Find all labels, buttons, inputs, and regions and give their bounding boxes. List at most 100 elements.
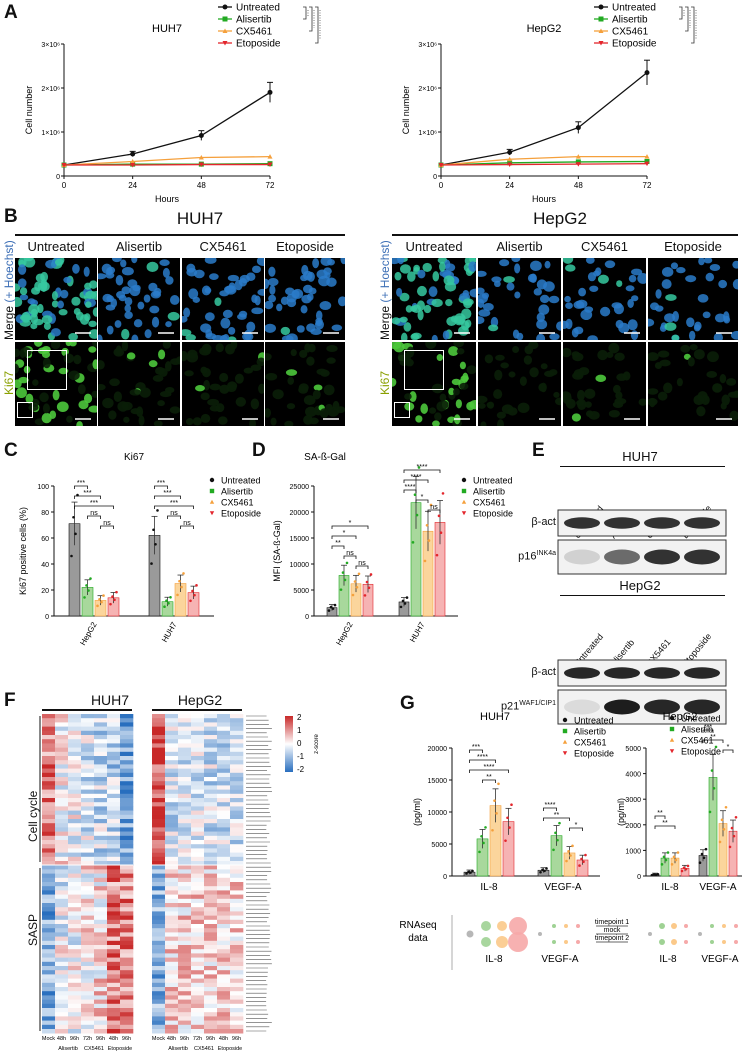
heatmap-cell: [191, 840, 205, 845]
heatmap-cell: [42, 898, 56, 904]
heatmap-cell: [94, 819, 108, 824]
heatmap-cell: [120, 802, 134, 807]
heatmap-cell: [68, 747, 82, 753]
panel-a-huh7-legend-marker: [222, 41, 228, 46]
heatmap-cell: [204, 793, 218, 799]
heatmap-cell: [68, 760, 82, 765]
heatmap-cell: [81, 714, 95, 719]
panel-h-data-point: [710, 769, 714, 772]
heatmap-cell: [165, 949, 179, 954]
heatmap-cell: [120, 890, 134, 895]
heatmap-cell: [107, 1012, 121, 1017]
heatmap-cell: [55, 903, 69, 908]
panel-f-scale-tick: 2: [297, 713, 302, 722]
heatmap-cell: [107, 911, 121, 916]
heatmap-cell: [230, 798, 244, 803]
panel-h-data-point: [730, 826, 734, 830]
panel-f-col-label: 96h: [232, 1036, 241, 1042]
panel-d-sig-bracket: [427, 509, 441, 513]
heatmap-cell: [191, 949, 205, 954]
heatmap-cell: [94, 991, 108, 996]
heatmap-cell: [120, 747, 134, 753]
panel-c-data-point: [98, 598, 101, 601]
rnaseq-bubble: [481, 937, 491, 947]
heatmap-cell: [165, 1020, 179, 1026]
heatmap-cell: [68, 945, 82, 950]
panel-g-data-point: [491, 828, 494, 832]
heatmap-cell: [230, 756, 244, 761]
rnaseq-bubble: [722, 940, 726, 944]
heatmap-cell: [230, 793, 244, 799]
panel-d-data-point: [399, 605, 403, 609]
heatmap-cell: [55, 1012, 69, 1017]
panel-g-data-point: [497, 782, 500, 786]
heatmap-cell: [165, 840, 179, 845]
panel-d-data-point: [345, 561, 349, 565]
panel-g-title: HUH7: [480, 711, 510, 723]
heatmap-cell: [42, 760, 56, 765]
panel-c-data-point: [96, 604, 99, 608]
heatmap-cell: [178, 768, 192, 774]
heatmap-cell: [120, 739, 134, 744]
heatmap-cell: [42, 772, 56, 778]
heatmap-cell: [120, 928, 134, 933]
heatmap-cell: [120, 999, 134, 1005]
heatmap-cell: [165, 835, 179, 841]
panel-h-ytick-label: 2000: [625, 823, 641, 830]
heatmap-cell: [81, 777, 95, 782]
panel-d-legend-marker: [461, 499, 467, 504]
rnaseq-bubble: [659, 923, 665, 929]
heatmap-cell: [81, 781, 95, 786]
heatmap-cell: [68, 907, 82, 912]
heatmap-cell: [55, 735, 69, 740]
panel-e-huh7-header: HUH7: [622, 449, 658, 464]
heatmap-cell: [152, 894, 166, 900]
heatmap-cell: [178, 827, 192, 832]
heatmap-cell: [94, 798, 108, 803]
heatmap-cell: [152, 903, 166, 908]
heatmap-cell: [217, 798, 231, 803]
heatmap-cell: [55, 1029, 69, 1034]
heatmap-cell: [55, 995, 69, 1000]
heatmap-cell: [191, 932, 205, 937]
panel-h-legend-marker: [669, 749, 675, 754]
rnaseq-bubble: [564, 940, 568, 944]
heatmap-cell: [81, 932, 95, 937]
heatmap-cell: [191, 856, 205, 862]
heatmap-cell: [120, 861, 134, 866]
heatmap-cell: [42, 856, 56, 862]
heatmap-cell: [178, 919, 192, 925]
heatmap-cell: [204, 970, 218, 975]
panel-f-scale-tick: -1: [297, 752, 305, 761]
panel-e-hepg2-rule: [560, 595, 725, 596]
panel-d-data-point: [401, 599, 405, 603]
heatmap-cell: [81, 848, 95, 853]
panel-b-column-label: Alisertib: [496, 239, 543, 254]
heatmap-cell: [55, 789, 69, 795]
heatmap-cell: [191, 957, 205, 963]
heatmap-cell: [68, 789, 82, 795]
panel-a-huh7-series-line: [63, 155, 271, 166]
heatmap-cell: [120, 1008, 134, 1013]
panel-d-sig-bracket: [355, 565, 369, 569]
heatmap-cell: [217, 1008, 231, 1013]
heatmap-cell: [94, 772, 108, 778]
heatmap-cell: [107, 861, 121, 866]
heatmap-cell: [42, 953, 56, 958]
heatmap-cell: [81, 747, 95, 753]
panel-c-data-point: [87, 589, 90, 592]
panel-label-g: G: [400, 693, 415, 714]
panel-g-data-point: [510, 803, 513, 807]
heatmap-cell: [230, 970, 244, 975]
heatmap-cell: [217, 756, 231, 761]
heatmap-cell: [191, 814, 205, 820]
panel-b-hepg2-ki67-image: [563, 342, 646, 426]
heatmap-cell: [204, 945, 218, 950]
heatmap-cell: [81, 936, 95, 942]
heatmap-cell: [94, 856, 108, 862]
heatmap-cell: [178, 781, 192, 786]
panel-a-huh7-legend-label: Untreated: [236, 3, 280, 14]
heatmap-cell: [68, 844, 82, 849]
panel-g-legend-label: Untreated: [574, 716, 614, 726]
